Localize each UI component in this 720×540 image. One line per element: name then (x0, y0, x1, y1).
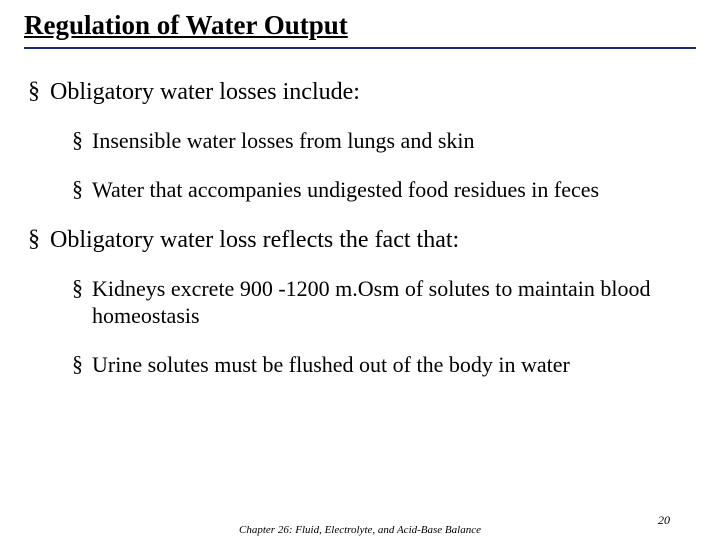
slide-title: Regulation of Water Output (24, 10, 696, 49)
list-item-text: Obligatory water losses include: (50, 77, 360, 107)
list-item: § Urine solutes must be flushed out of t… (24, 351, 696, 378)
list-item: § Kidneys excrete 900 -1200 m.Osm of sol… (24, 275, 696, 329)
list-item: § Water that accompanies undigested food… (24, 176, 696, 203)
bullet-icon: § (72, 275, 92, 301)
list-item-text: Urine solutes must be flushed out of the… (92, 351, 570, 378)
bullet-icon: § (72, 176, 92, 202)
list-item-text: Insensible water losses from lungs and s… (92, 127, 475, 154)
list-item-text: Kidneys excrete 900 -1200 m.Osm of solut… (92, 275, 696, 329)
list-item: § Insensible water losses from lungs and… (24, 127, 696, 154)
bullet-icon: § (72, 127, 92, 153)
list-item: § Obligatory water losses include: (24, 77, 696, 107)
list-item: § Obligatory water loss reflects the fac… (24, 225, 696, 255)
footer-chapter: Chapter 26: Fluid, Electrolyte, and Acid… (0, 524, 720, 536)
bullet-icon: § (28, 225, 50, 253)
list-item-text: Obligatory water loss reflects the fact … (50, 225, 459, 255)
list-item-text: Water that accompanies undigested food r… (92, 176, 599, 203)
bullet-icon: § (72, 351, 92, 377)
page-number: 20 (658, 513, 670, 528)
bullet-icon: § (28, 77, 50, 105)
